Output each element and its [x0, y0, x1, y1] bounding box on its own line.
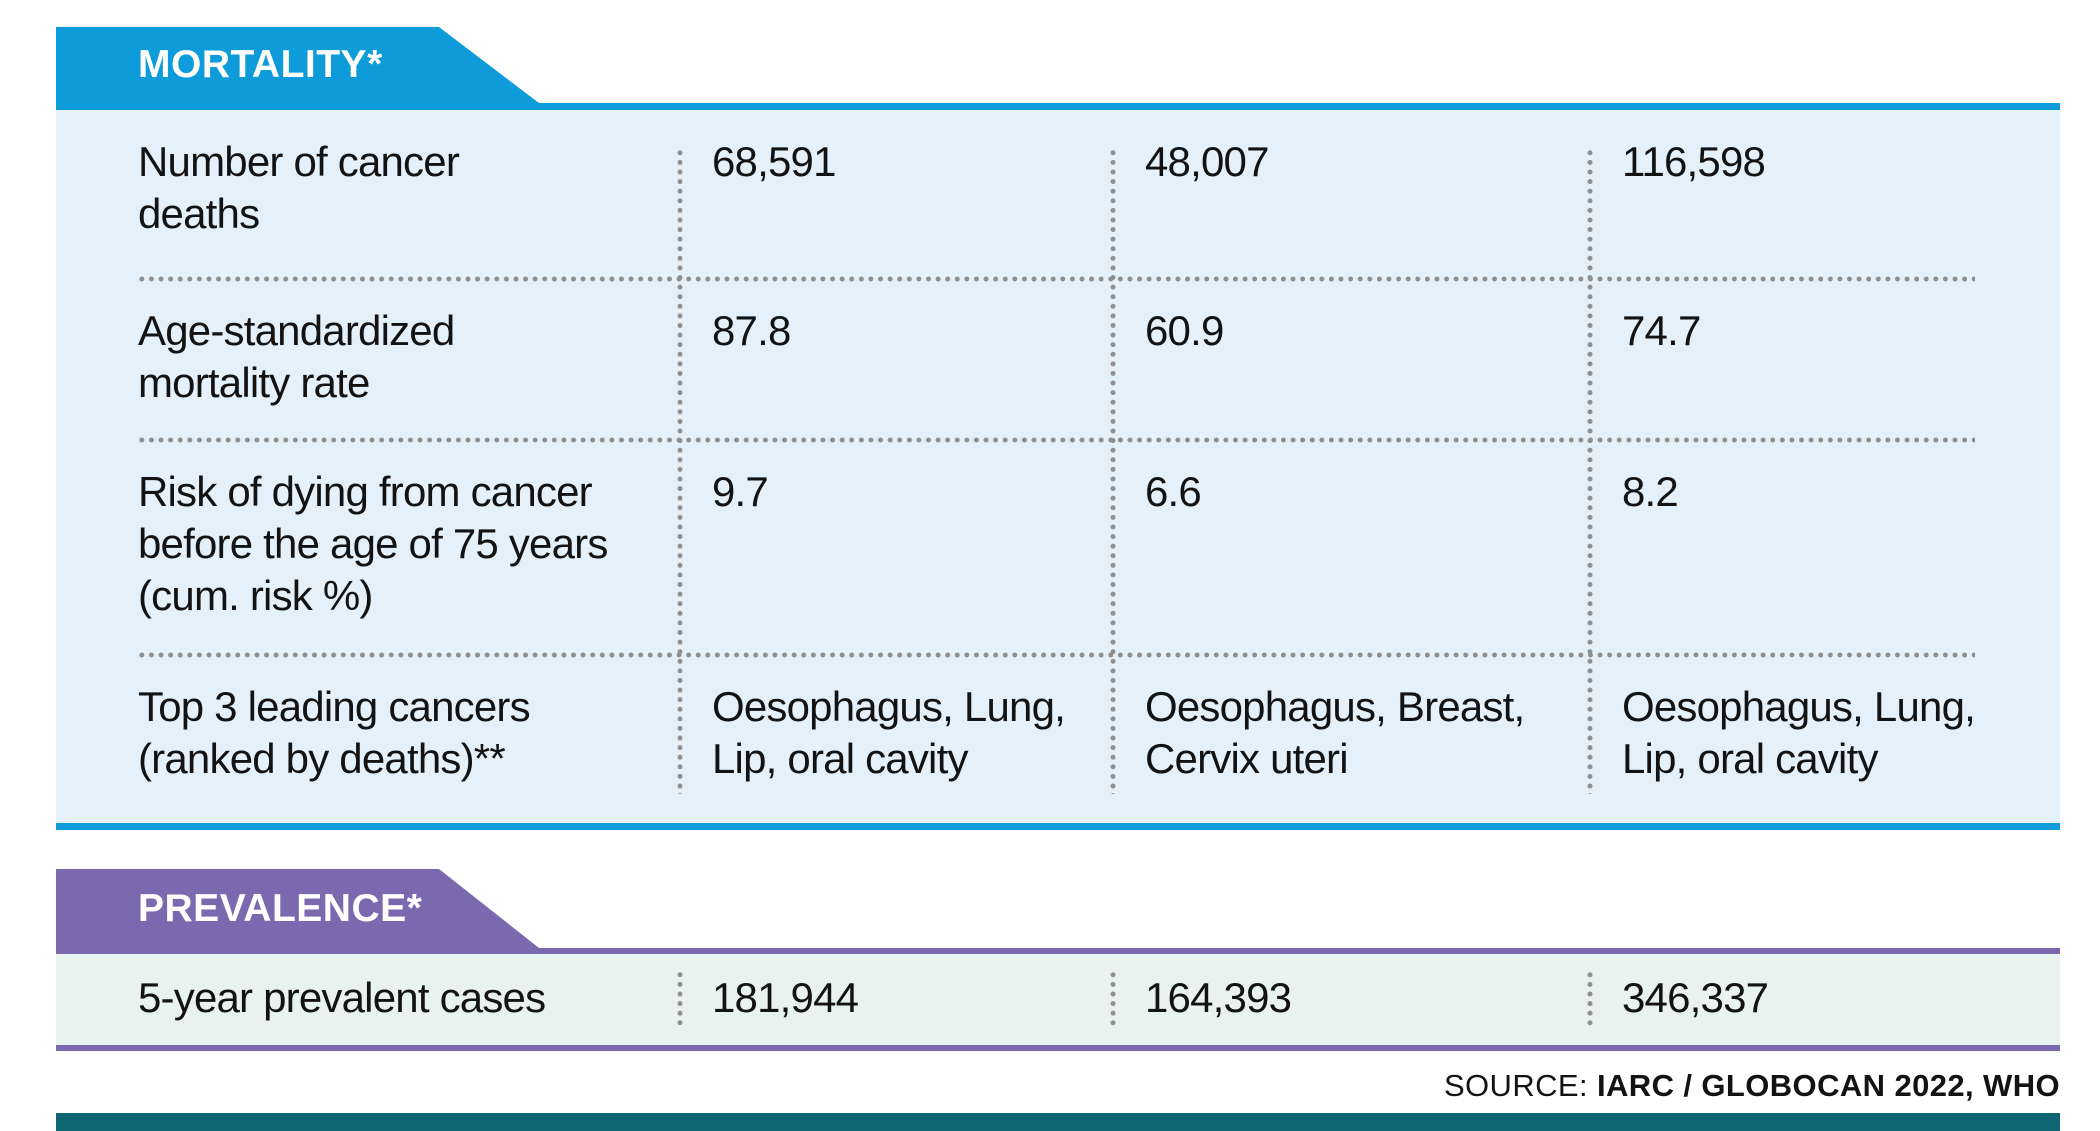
row-label: Top 3 leading cancers (ranked by deaths)…: [138, 683, 531, 782]
cell-value: Oesophagus, Lung, Lip, oral cavity: [712, 683, 1066, 782]
cell-value: 68,591: [712, 138, 836, 185]
cell-value: 87.8: [712, 307, 791, 354]
cell-value: 60.9: [1145, 307, 1224, 354]
cell-value: 6.6: [1145, 468, 1202, 515]
column-separator-dotted: [677, 970, 683, 1030]
footer-bar: [56, 1113, 2060, 1131]
mortality-tab: MORTALITY*: [56, 27, 539, 103]
cell-value: 181,944: [712, 974, 859, 1021]
cell-value: 164,393: [1145, 974, 1292, 1021]
cell-value: 8.2: [1622, 468, 1679, 515]
mortality-bottom-rule: [56, 823, 2060, 830]
column-separator-dotted: [1110, 970, 1116, 1030]
prevalence-table: 5-year prevalent cases 181,944 164,393 3…: [56, 954, 2060, 1045]
prevalence-tab: PREVALENCE*: [56, 869, 539, 948]
source-label: SOURCE:: [1443, 1068, 1597, 1103]
source-value: IARC / GLOBOCAN 2022, WHO: [1597, 1068, 2060, 1103]
row-label: Risk of dying from cancer before the age…: [138, 468, 608, 619]
mortality-top-rule: [56, 103, 2060, 110]
row-label: Age-standardized mortality rate: [138, 307, 455, 406]
cell-value: Oesophagus, Breast, Cervix uteri: [1145, 683, 1525, 782]
row-label: Number of cancer deaths: [138, 138, 460, 237]
prevalence-bottom-rule: [56, 1045, 2060, 1051]
row-separator-dotted: [137, 437, 1975, 443]
mortality-title: MORTALITY*: [138, 43, 383, 86]
row-label: 5-year prevalent cases: [138, 974, 546, 1021]
cell-value: 74.7: [1622, 307, 1701, 354]
column-separator-dotted: [1587, 970, 1593, 1030]
cell-value: 48,007: [1145, 138, 1269, 185]
row-separator-dotted: [137, 652, 1975, 658]
row-separator-dotted: [137, 276, 1975, 282]
column-separator-dotted: [1587, 148, 1593, 794]
column-separator-dotted: [677, 148, 683, 794]
cell-value: 9.7: [712, 468, 769, 515]
cell-value: 116,598: [1622, 138, 1766, 185]
prevalence-top-rule: [56, 948, 2060, 954]
mortality-table: Number of cancer deaths 68,591 48,007 11…: [56, 110, 2060, 823]
column-separator-dotted: [1110, 148, 1116, 794]
prevalence-title: PREVALENCE*: [138, 887, 423, 930]
cell-value: 346,337: [1622, 974, 1769, 1021]
source-line: SOURCE: IARC / GLOBOCAN 2022, WHO: [1444, 1068, 2060, 1104]
cell-value: Oesophagus, Lung, Lip, oral cavity: [1622, 683, 1976, 782]
